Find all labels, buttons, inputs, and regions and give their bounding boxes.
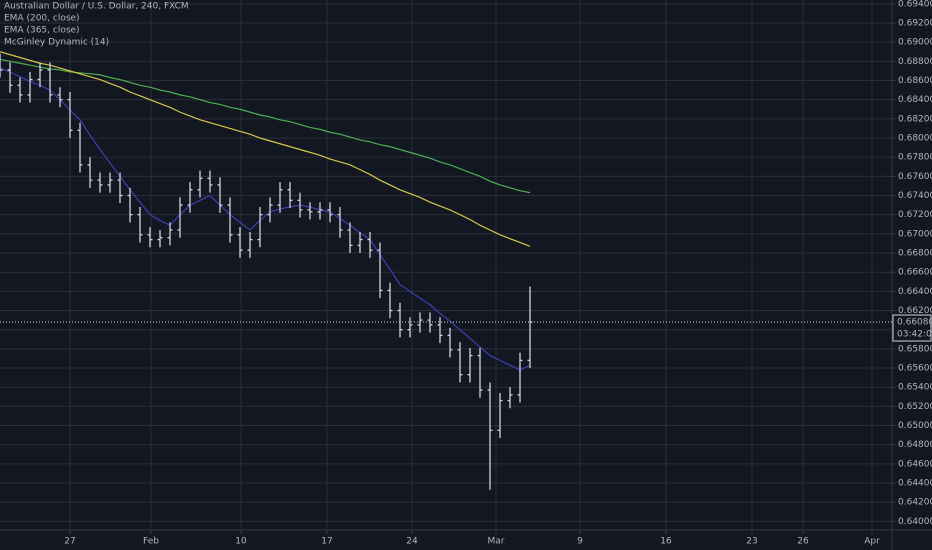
x-tick-label: Mar [488,537,505,547]
y-tick-label: 0.65600 [898,364,932,374]
chart-title: Australian Dollar / U.S. Dollar, 240, FX… [4,2,189,12]
indicator-line [0,51,531,247]
y-tick-label: 0.65000 [898,421,932,431]
y-tick-label: 0.65200 [898,402,932,412]
x-tick-label: Apr [864,537,880,547]
y-tick-label: 0.64400 [898,479,932,489]
y-tick-label: 0.64200 [898,498,932,508]
indicator-line [0,67,531,371]
y-tick-label: 0.65800 [898,344,932,354]
x-tick-label: 10 [235,537,247,547]
y-tick-label: 0.67400 [898,191,932,201]
y-tick-label: 0.68200 [898,114,932,124]
x-tick-label: 26 [797,537,809,547]
legend-entry: EMA (200, close) [4,14,80,24]
x-tick-label: 9 [577,537,583,547]
y-tick-label: 0.67800 [898,153,932,163]
y-tick-label: 0.67000 [898,229,932,239]
x-tick-label: 23 [746,537,757,547]
y-tick-label: 0.66600 [898,268,932,278]
indicator-line [0,58,531,194]
y-tick-label: 0.69000 [898,38,932,48]
y-tick-label: 0.69400 [898,0,932,9]
current-price-label: 0.66080 [897,318,932,328]
x-tick-label: Feb [143,537,159,547]
x-tick-label: 27 [64,537,75,547]
y-tick-label: 0.68600 [898,76,932,86]
countdown: 03:42:01 [897,330,932,340]
legend-entry: McGinley Dynamic (14) [4,38,109,48]
y-tick-label: 0.68400 [898,95,932,105]
y-tick-label: 0.66400 [898,287,932,297]
y-tick-label: 0.64800 [898,440,932,450]
legend-entry: EMA (365, close) [4,26,80,36]
y-tick-label: 0.64600 [898,459,932,469]
y-tick-label: 0.64000 [898,517,932,527]
y-tick-label: 0.69200 [898,19,932,29]
x-tick-label: 17 [321,537,332,547]
y-tick-label: 0.66200 [898,306,932,316]
x-tick-label: 16 [660,537,672,547]
y-tick-label: 0.67600 [898,172,932,182]
y-tick-label: 0.65400 [898,383,932,393]
y-tick-label: 0.68800 [898,57,932,67]
y-tick-label: 0.66800 [898,249,932,259]
price-label-box [892,314,932,342]
y-tick-label: 0.68000 [898,134,932,144]
x-tick-label: 24 [406,537,418,547]
y-tick-label: 0.67200 [898,210,932,220]
